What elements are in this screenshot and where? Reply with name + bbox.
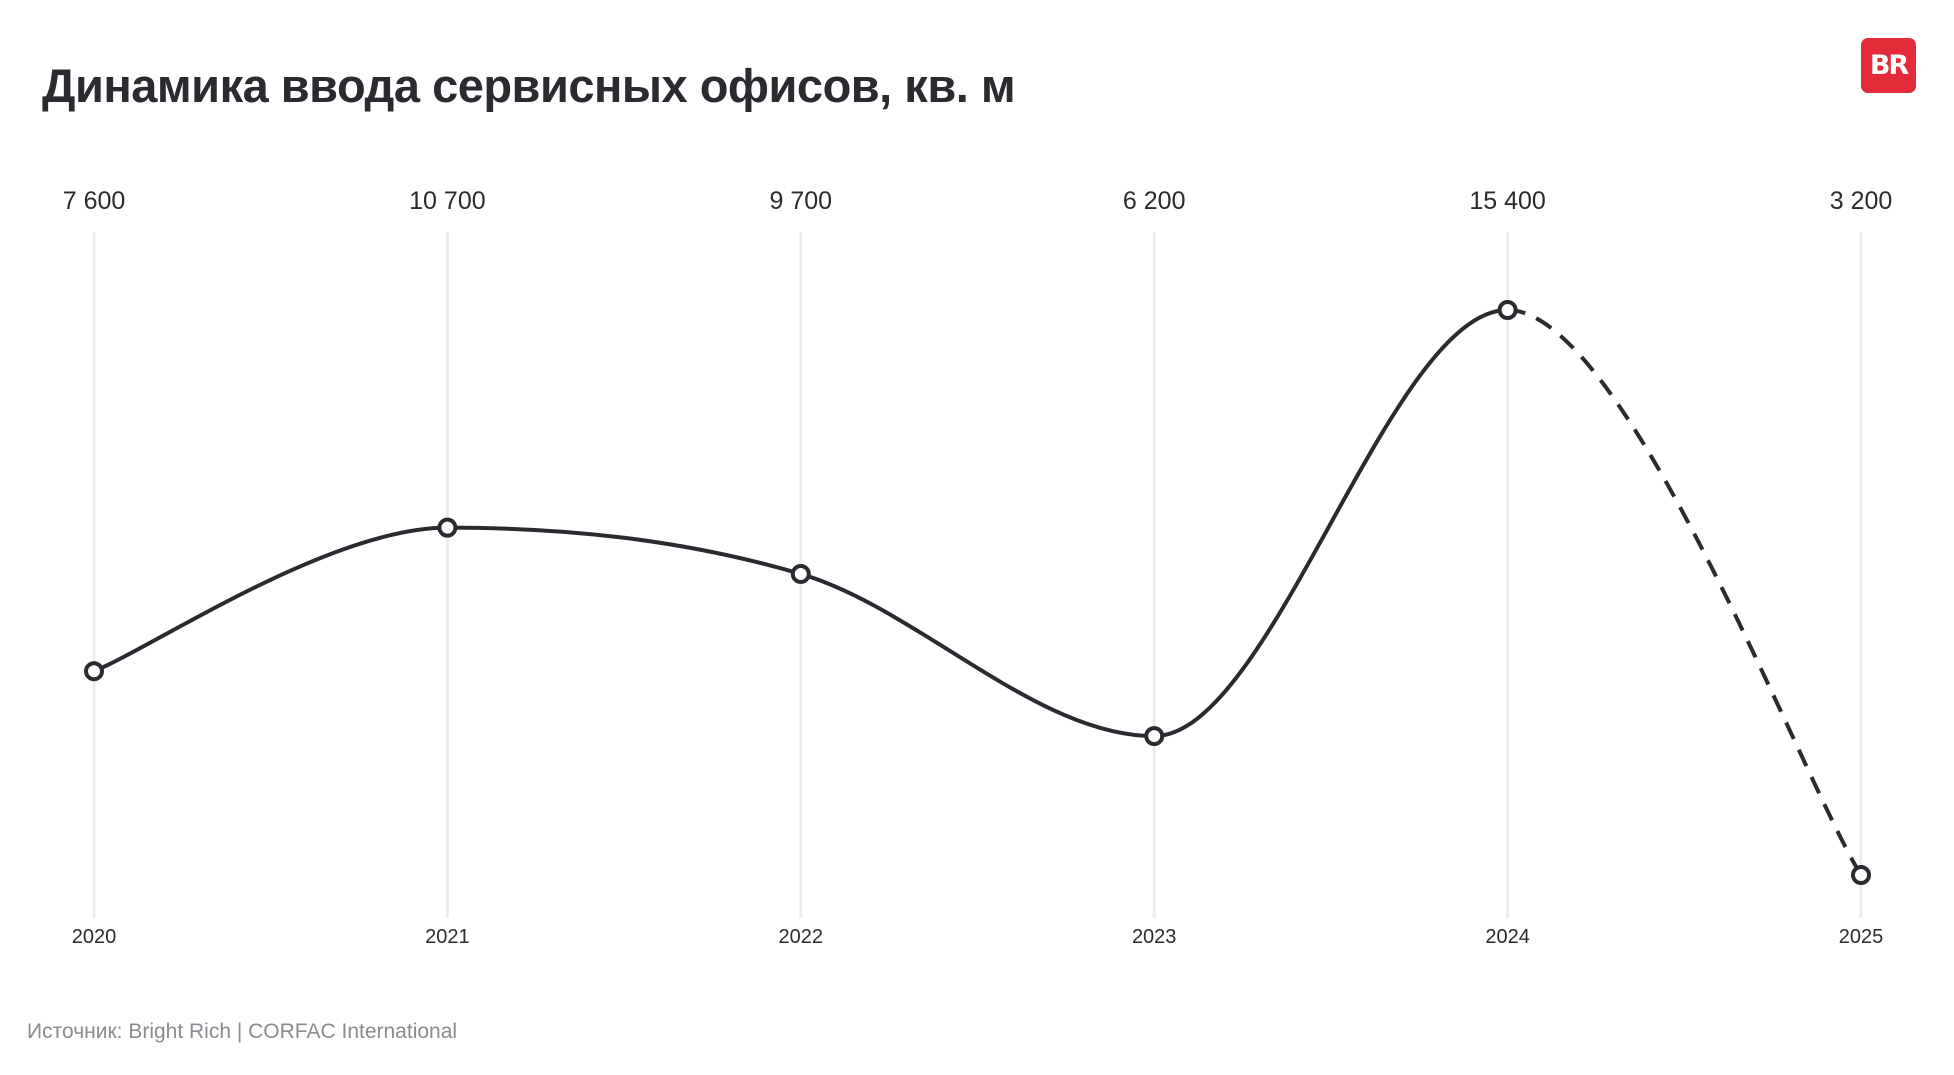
x-tick-label-2020: 2020 [72,926,117,948]
value-labels: 7 600 10 700 9 700 6 200 15 400 3 200 [63,187,1893,215]
source-note: Источник: Bright Rich | CORFAC Internati… [27,1020,458,1043]
data-point-2023 [1144,726,1165,747]
series-markers [84,300,1871,885]
br-logo: BR [1861,38,1916,93]
value-label-2021: 10 700 [409,187,485,215]
x-tick-label-2023: 2023 [1132,926,1177,948]
value-label-2024: 15 400 [1469,187,1545,215]
data-point-2020 [84,661,104,682]
data-point-2022 [790,563,811,584]
x-tick-label-2021: 2021 [425,926,470,948]
data-point-2021 [437,517,458,538]
value-label-2022: 9 700 [770,187,833,215]
data-point-2024 [1497,300,1518,320]
series-lines [92,308,1863,877]
value-label-2025: 3 200 [1830,187,1893,215]
data-point-2025 [1851,865,1871,885]
chart-title: Динамика ввода сервисных офисов, кв. м [42,59,1016,112]
value-label-2023: 6 200 [1123,187,1186,215]
series-line-forecast [1507,308,1863,877]
series-line-actual [92,308,1510,739]
x-tick-label-2024: 2024 [1485,926,1530,948]
x-tick-label-2022: 2022 [779,926,824,948]
x-tick-labels: 2020 2021 2022 2023 2024 2025 [72,926,1884,948]
grid-layer [92,232,1863,918]
value-label-2020: 7 600 [63,187,126,215]
x-tick-label-2025: 2025 [1839,926,1884,948]
